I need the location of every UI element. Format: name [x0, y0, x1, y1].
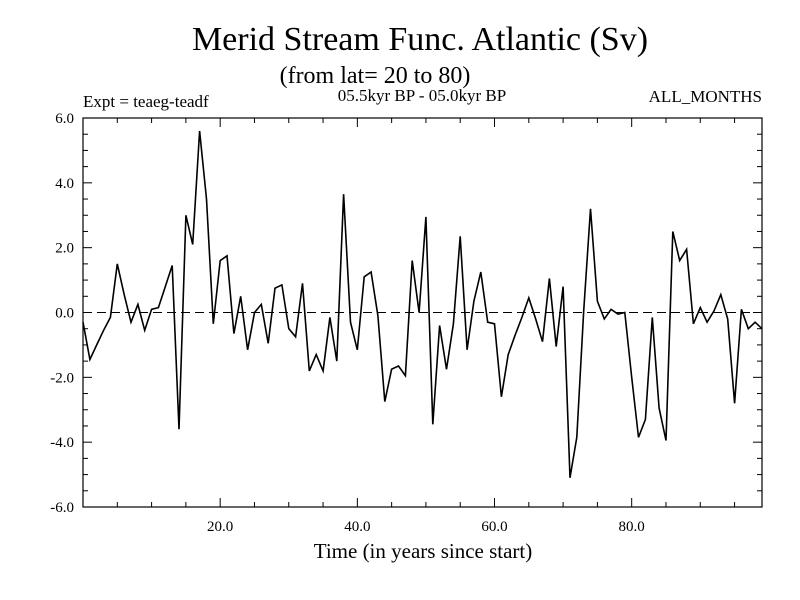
chart-subtitle: (from lat= 20 to 80)	[280, 63, 471, 89]
y-tick-label: -6.0	[50, 500, 74, 516]
y-tick-label: 0.0	[55, 306, 74, 322]
x-tick-label: 80.0	[619, 519, 645, 535]
x-tick-label: 60.0	[481, 519, 507, 535]
y-tick-label: -4.0	[50, 435, 74, 451]
experiment-label: Expt = teaeg-teadf	[83, 92, 209, 111]
x-tick-label: 20.0	[207, 519, 233, 535]
y-tick-label: 4.0	[55, 176, 74, 192]
x-tick-labels: 20.0 40.0 60.0 80.0	[207, 519, 645, 535]
x-axis-label: Time (in years since start)	[314, 539, 533, 563]
months-label: ALL_MONTHS	[649, 87, 762, 106]
chart-title: Merid Stream Func. Atlantic (Sv)	[192, 21, 648, 58]
data-series-line	[82, 130, 763, 478]
y-tick-label: -2.0	[50, 370, 74, 386]
y-tick-labels: -6.0 -4.0 -2.0 0.0 2.0 4.0 6.0	[50, 111, 74, 516]
y-tick-label: 2.0	[55, 241, 74, 257]
period-label: 05.5kyr BP - 05.0kyr BP	[338, 86, 506, 105]
axis-ticks	[83, 117, 762, 508]
x-tick-label: 40.0	[344, 519, 370, 535]
y-tick-label: 6.0	[55, 111, 74, 127]
